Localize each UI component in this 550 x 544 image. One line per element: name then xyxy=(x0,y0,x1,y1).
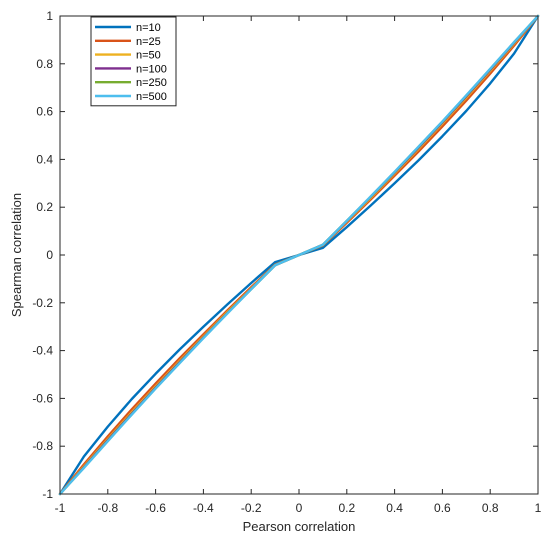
series-line-6 xyxy=(58,14,540,496)
y-tick-label: -0.4 xyxy=(32,344,53,358)
x-tick-label: 0.8 xyxy=(482,501,499,515)
legend: n=10 n=25 n=50n=100 n=250 n=500 xyxy=(90,16,177,107)
y-axis-title: Spearman correlation xyxy=(9,193,24,317)
legend-label: n=10 xyxy=(136,22,161,34)
y-tick-label: 0.8 xyxy=(36,57,53,71)
x-axis-title: Pearson correlation xyxy=(243,519,356,534)
x-tick-label: -0.2 xyxy=(241,501,262,515)
y-tick-label: 0.4 xyxy=(36,152,53,166)
tick-labels: -1 -0.8 -0.6 -0.4 -0.2 0 0.2 0.4 0.6 0.8 1 -1 -0.8 -0… xyxy=(32,9,541,515)
legend-box xyxy=(90,16,177,107)
x-tick-label: -0.8 xyxy=(97,501,118,515)
axes-layer xyxy=(59,15,539,495)
y-tick-label: 0 xyxy=(46,248,53,262)
legend-label: n=50 xyxy=(136,50,161,62)
x-tick-label: 0.6 xyxy=(434,501,451,515)
legend-label: n=500 xyxy=(136,91,167,103)
y-tick-label: 0.6 xyxy=(36,105,53,119)
legend-label: n=250 xyxy=(136,77,167,89)
x-tick-label: -1 xyxy=(55,501,66,515)
x-tick-label: 1 xyxy=(535,501,542,515)
y-tick-label: 0.2 xyxy=(36,200,53,214)
legend-label: n=25 xyxy=(136,36,161,48)
legend-label: n=100 xyxy=(136,63,167,75)
series-layer xyxy=(58,14,540,496)
x-tick-label: -0.4 xyxy=(193,501,214,515)
y-tick-label: 1 xyxy=(46,9,53,23)
x-tick-label: -0.6 xyxy=(145,501,166,515)
y-tick-label: -1 xyxy=(42,487,53,501)
x-tick-label: 0.2 xyxy=(338,501,355,515)
y-tick-label: -0.6 xyxy=(32,391,53,405)
x-tick-label: 0.4 xyxy=(386,501,403,515)
x-tick-label: 0 xyxy=(296,501,303,515)
y-tick-label: -0.8 xyxy=(32,439,53,453)
y-tick-label: -0.2 xyxy=(32,296,53,310)
